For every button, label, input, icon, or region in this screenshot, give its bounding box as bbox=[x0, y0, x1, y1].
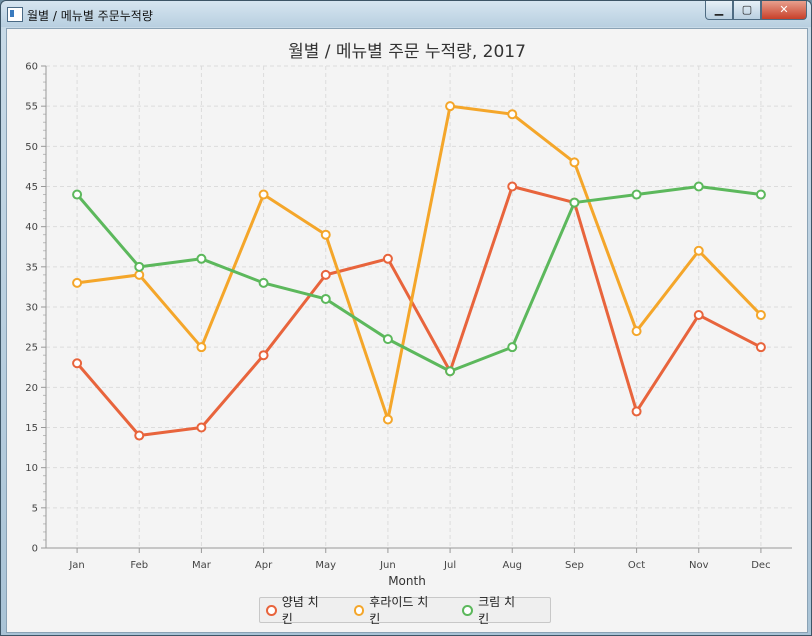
data-point bbox=[755, 310, 766, 321]
app-icon bbox=[7, 7, 23, 22]
data-point bbox=[507, 342, 518, 353]
data-point bbox=[320, 229, 331, 240]
x-tick-label: Oct bbox=[628, 560, 645, 571]
data-point bbox=[693, 245, 704, 256]
y-tick-label: 20 bbox=[25, 383, 38, 394]
data-point bbox=[72, 277, 83, 288]
x-tick-label: Apr bbox=[255, 560, 273, 571]
series-line bbox=[75, 185, 762, 373]
y-tick-label: 45 bbox=[25, 182, 38, 193]
data-point bbox=[631, 326, 642, 337]
title-bar[interactable]: 월별 / 메뉴별 주문누적량 ▁ ▢ ✕ bbox=[1, 1, 811, 27]
y-tick-label: 60 bbox=[25, 62, 38, 73]
data-point bbox=[382, 334, 393, 345]
data-point bbox=[196, 342, 207, 353]
data-point bbox=[693, 181, 704, 192]
line-chart: 0 5 10 15 20 25 30 35 40 45 50 55 60 Jan Feb Mar Apr May J… bbox=[25, 62, 792, 571]
legend-label: 후라이드 치킨 bbox=[369, 595, 429, 626]
x-tick-label: Mar bbox=[192, 560, 212, 571]
y-tick-label: 5 bbox=[32, 503, 38, 514]
data-point bbox=[382, 253, 393, 264]
x-tick-label: Feb bbox=[130, 560, 148, 571]
data-point bbox=[320, 269, 331, 280]
y-tick-label: 25 bbox=[25, 343, 38, 354]
series-line bbox=[76, 104, 762, 421]
x-tick-label: Jun bbox=[379, 560, 396, 571]
minimize-button[interactable]: ▁ bbox=[705, 1, 733, 20]
chart-title: 월별 / 메뉴별 주문 누적량, 2017 bbox=[288, 42, 526, 62]
data-point bbox=[258, 350, 269, 361]
data-point bbox=[507, 109, 518, 120]
data-point bbox=[569, 157, 580, 168]
data-point bbox=[445, 101, 456, 112]
window-title: 월별 / 메뉴별 주문누적량 bbox=[27, 9, 153, 23]
data-point bbox=[320, 293, 331, 304]
x-tick-label: May bbox=[315, 560, 336, 571]
x-tick-label: Jul bbox=[443, 560, 456, 571]
y-tick-label: 30 bbox=[25, 303, 38, 314]
data-point bbox=[755, 189, 766, 200]
data-point bbox=[72, 358, 83, 369]
legend-item: 후라이드 치킨 bbox=[353, 593, 437, 627]
legend-item: 양념 치킨 bbox=[266, 593, 328, 627]
data-point bbox=[196, 422, 207, 433]
data-point bbox=[258, 277, 269, 288]
y-tick-label: 35 bbox=[25, 262, 38, 273]
data-point bbox=[382, 414, 393, 425]
data-point bbox=[445, 366, 456, 377]
data-point bbox=[693, 310, 704, 321]
legend: 양념 치킨 후라이드 치킨 크림 치킨 bbox=[259, 595, 551, 626]
y-tick-label: 55 bbox=[25, 102, 38, 113]
legend-item: 크림 치킨 bbox=[462, 593, 524, 627]
data-point bbox=[72, 189, 83, 200]
data-point bbox=[507, 181, 518, 192]
close-button[interactable]: ✕ bbox=[761, 1, 807, 20]
x-axis-title: Month bbox=[388, 574, 426, 588]
y-tick-label: 0 bbox=[32, 544, 38, 555]
x-tick-label: Aug bbox=[502, 560, 522, 571]
data-point bbox=[631, 406, 642, 417]
maximize-button[interactable]: ▢ bbox=[733, 1, 761, 20]
data-point bbox=[134, 269, 145, 280]
data-point bbox=[258, 189, 269, 200]
x-tick-label: Nov bbox=[689, 560, 709, 571]
legend-label: 양념 치킨 bbox=[281, 595, 319, 626]
y-tick-label: 15 bbox=[25, 423, 38, 434]
data-point bbox=[134, 261, 145, 272]
legend-label: 크림 치킨 bbox=[478, 595, 516, 626]
legend-swatch bbox=[353, 604, 365, 616]
legend-swatch bbox=[266, 604, 277, 616]
data-point bbox=[631, 189, 642, 200]
data-point bbox=[134, 430, 145, 441]
legend-swatch bbox=[462, 604, 474, 616]
x-tick-label: Sep bbox=[565, 560, 584, 571]
data-point bbox=[569, 197, 580, 208]
y-tick-label: 40 bbox=[25, 222, 38, 233]
x-tick-label: Dec bbox=[751, 560, 770, 571]
data-point bbox=[196, 253, 207, 264]
window-controls: ▁ ▢ ✕ bbox=[705, 1, 807, 20]
y-tick-label: 50 bbox=[25, 142, 38, 153]
series-line bbox=[75, 185, 762, 438]
chart-panel: 월별 / 메뉴별 주문 누적량, 2017 0 5 10 15 20 25 30 35 40 45… bbox=[6, 28, 808, 633]
x-tick-label: Jan bbox=[68, 560, 84, 571]
y-tick-label: 10 bbox=[25, 463, 38, 474]
data-point bbox=[755, 342, 766, 353]
